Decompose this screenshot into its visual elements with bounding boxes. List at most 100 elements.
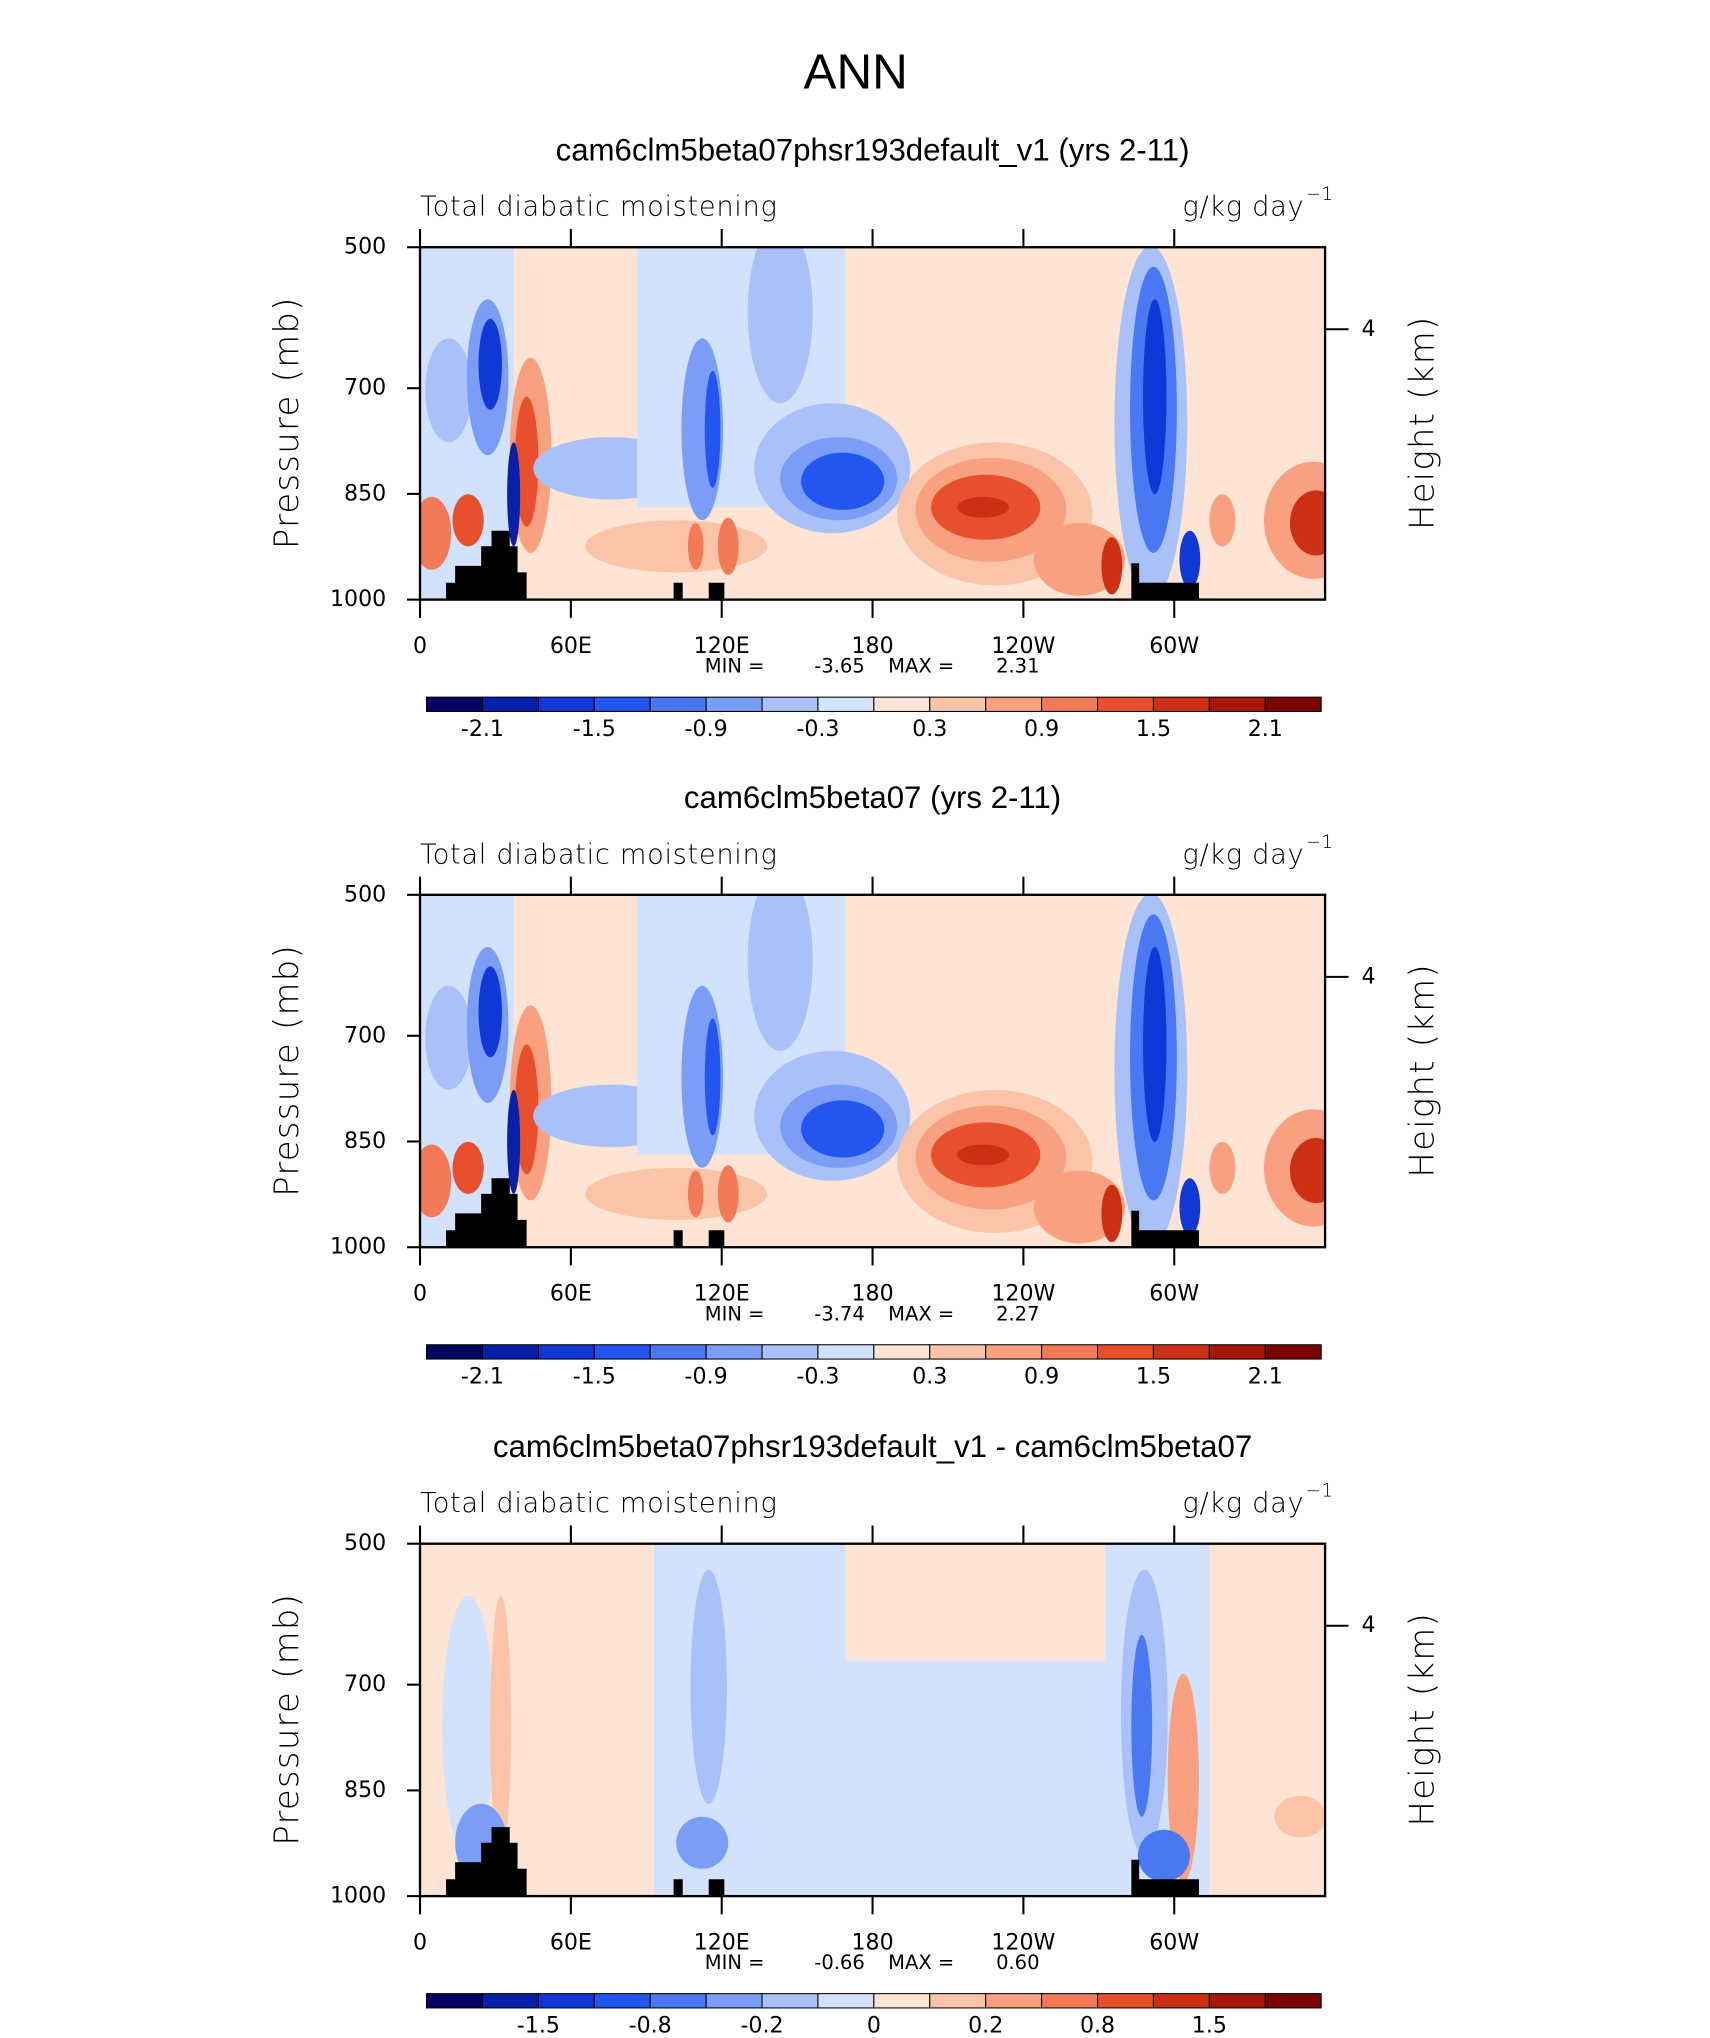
max-value: 2.27 bbox=[996, 1302, 1039, 1325]
y-tick-label: 1000 bbox=[330, 1234, 386, 1260]
colorbar-box bbox=[1264, 696, 1322, 712]
y-axis-label: Pressure (mb) bbox=[267, 296, 306, 549]
colorbar-box bbox=[761, 696, 819, 712]
y-tick-label: 500 bbox=[344, 1530, 386, 1556]
colorbar-box bbox=[537, 1344, 595, 1360]
max-value: 0.60 bbox=[996, 1951, 1039, 1974]
y-axis-label: Pressure (mb) bbox=[267, 1593, 306, 1846]
right-string-sup: −1 bbox=[1306, 832, 1334, 853]
right-string: g/kg day bbox=[1182, 192, 1304, 223]
colorbar-box bbox=[1152, 1993, 1210, 2009]
x-tick-label: 120E bbox=[694, 1281, 750, 1307]
colorbar-label: 0 bbox=[867, 2013, 881, 2038]
colorbar-label: 2.1 bbox=[1248, 716, 1283, 742]
min-value: -3.74 bbox=[814, 1302, 864, 1325]
colorbar-box bbox=[985, 1993, 1043, 2009]
colorbar-label: -1.5 bbox=[517, 2013, 560, 2038]
colorbar-box bbox=[873, 696, 931, 712]
x-tick-label: 120W bbox=[991, 1281, 1055, 1307]
panel: cam6clm5beta07phsr193default_v1 (yrs 2-1… bbox=[267, 133, 1441, 743]
max-label: MAX = bbox=[888, 1951, 954, 1974]
colorbar-label: 0.8 bbox=[1080, 2013, 1115, 2038]
colorbar-box bbox=[1097, 696, 1154, 712]
colorbar-box bbox=[426, 1344, 483, 1360]
colorbar-label: 1.5 bbox=[1192, 2013, 1227, 2038]
right-string: g/kg day bbox=[1182, 839, 1304, 870]
max-label: MAX = bbox=[888, 1302, 954, 1325]
contour-fill bbox=[420, 247, 1326, 600]
x-tick-label: 60W bbox=[1149, 633, 1199, 659]
panel: cam6clm5beta07 (yrs 2-11) Total diabatic … bbox=[267, 780, 1441, 1390]
colorbar-label: -2.1 bbox=[461, 1364, 504, 1390]
colorbar-box bbox=[705, 1993, 763, 2009]
colorbar-box bbox=[1097, 1344, 1154, 1360]
y2-axis-label: Height (km) bbox=[1402, 963, 1441, 1177]
x-tick-label: 180 bbox=[851, 1929, 893, 1955]
colorbar-label: 0.9 bbox=[1024, 716, 1059, 742]
colorbar-box bbox=[593, 1993, 651, 2009]
colorbar-box bbox=[1208, 1993, 1266, 2009]
colorbar-box bbox=[1152, 1344, 1210, 1360]
colorbar-box bbox=[426, 696, 483, 712]
colorbar-box bbox=[1208, 696, 1266, 712]
colorbar-box bbox=[537, 1993, 595, 2009]
x-tick-label: 120W bbox=[991, 633, 1055, 659]
contour-field bbox=[420, 894, 1326, 1248]
panel: cam6clm5beta07phsr193default_v1 - cam6cl… bbox=[267, 1429, 1441, 2038]
colorbar-box bbox=[649, 1993, 707, 2009]
max-value: 2.31 bbox=[996, 655, 1039, 678]
min-label: MIN = bbox=[705, 655, 765, 678]
y-tick-label: 850 bbox=[344, 1777, 386, 1803]
right-string: g/kg day bbox=[1182, 1488, 1304, 1519]
colorbar-box bbox=[649, 696, 707, 712]
colorbar-box bbox=[817, 696, 875, 712]
x-tick-label: 0 bbox=[413, 633, 427, 659]
x-tick-label: 120W bbox=[991, 1929, 1055, 1955]
min-label: MIN = bbox=[705, 1951, 765, 1974]
colorbar-box bbox=[929, 696, 987, 712]
x-tick-label: 120E bbox=[694, 1929, 750, 1955]
y2-tick-label: 4 bbox=[1361, 1612, 1375, 1638]
colorbar-box bbox=[481, 1344, 539, 1360]
colorbar-box bbox=[761, 1344, 819, 1360]
colorbar-label: -0.9 bbox=[685, 1364, 728, 1390]
x-tick-label: 60W bbox=[1149, 1929, 1199, 1955]
colorbar-label: -1.5 bbox=[573, 1364, 616, 1390]
colorbar-box bbox=[1097, 1993, 1154, 2009]
colorbar-label: -0.3 bbox=[796, 1364, 839, 1390]
colorbar-box bbox=[1264, 1993, 1322, 2009]
colorbar-box bbox=[1152, 696, 1210, 712]
y-axis-label: Pressure (mb) bbox=[267, 944, 306, 1197]
y-tick-label: 850 bbox=[344, 1128, 386, 1154]
x-tick-label: 60E bbox=[550, 1929, 592, 1955]
colorbar-label: 1.5 bbox=[1136, 716, 1171, 742]
panel-title: cam6clm5beta07 (yrs 2-11) bbox=[684, 780, 1061, 815]
colorbar-box bbox=[761, 1993, 819, 2009]
colorbar-box bbox=[426, 1993, 483, 2009]
right-string-sup: −1 bbox=[1306, 184, 1334, 205]
colorbar-box bbox=[593, 696, 651, 712]
colorbar-box bbox=[481, 696, 539, 712]
x-tick-label: 120E bbox=[694, 633, 750, 659]
min-value: -3.65 bbox=[814, 655, 864, 678]
colorbar-box bbox=[705, 1344, 763, 1360]
colorbar-box bbox=[817, 1344, 875, 1360]
colorbar-box bbox=[985, 696, 1043, 712]
right-string-sup: −1 bbox=[1306, 1481, 1334, 1502]
x-tick-label: 60E bbox=[550, 1281, 592, 1307]
colorbar-label: -2.1 bbox=[461, 716, 504, 742]
colorbar-box bbox=[929, 1344, 987, 1360]
x-tick-label: 0 bbox=[413, 1281, 427, 1307]
x-tick-label: 180 bbox=[851, 633, 893, 659]
contour-fill bbox=[420, 894, 1326, 1248]
colorbar-label: 0.9 bbox=[1024, 1364, 1059, 1390]
colorbar-box bbox=[537, 696, 595, 712]
colorbar-box bbox=[1264, 1344, 1322, 1360]
colorbar-box bbox=[593, 1344, 651, 1360]
min-label: MIN = bbox=[705, 1302, 765, 1325]
colorbar-label: 0.3 bbox=[912, 716, 947, 742]
y-tick-label: 1000 bbox=[330, 586, 386, 612]
y2-axis-label: Height (km) bbox=[1402, 1612, 1441, 1826]
figure-title: ANN bbox=[803, 45, 907, 100]
